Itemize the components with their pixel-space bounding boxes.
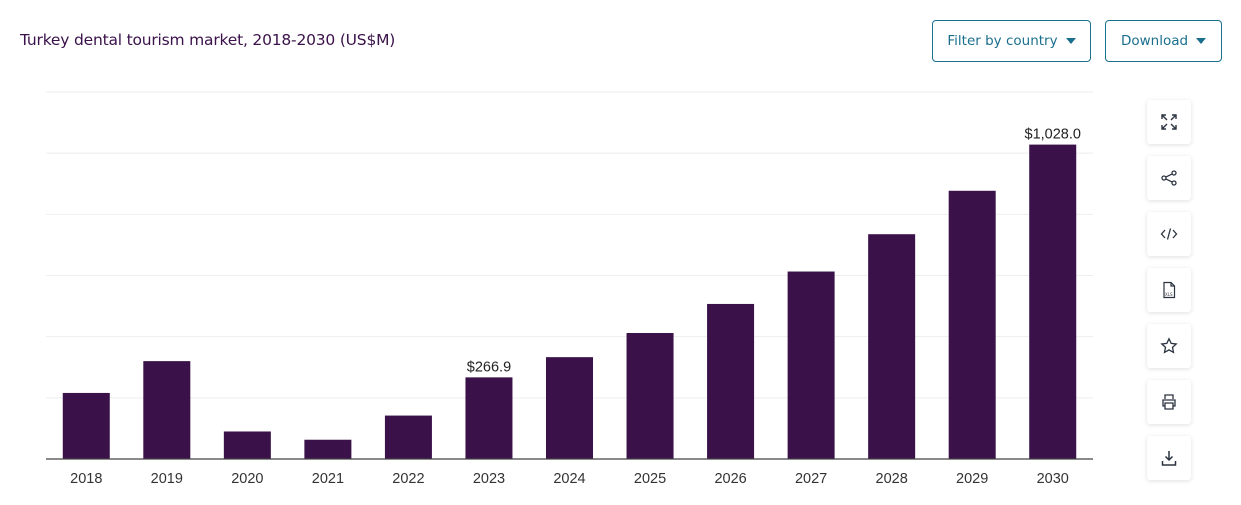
star-icon — [1160, 337, 1178, 354]
expand-button[interactable] — [1147, 100, 1191, 144]
embed-code-icon — [1160, 228, 1178, 240]
x-tick-label: 2023 — [473, 471, 505, 487]
download-dropdown-button[interactable]: Download — [1105, 20, 1222, 62]
x-tick-label: 2022 — [392, 471, 424, 487]
x-tick-label: 2027 — [795, 471, 827, 487]
x-tick-label: 2019 — [151, 471, 183, 487]
x-tick-label: 2028 — [876, 471, 908, 487]
svg-text:XLS: XLS — [1165, 292, 1173, 297]
data-label: $266.9 — [467, 359, 511, 375]
share-button[interactable] — [1147, 156, 1191, 200]
x-tick-label: 2029 — [956, 471, 988, 487]
expand-icon — [1161, 114, 1177, 130]
bar-2025[interactable] — [626, 332, 674, 459]
x-tick-label: 2021 — [312, 471, 344, 487]
filter-button-label: Filter by country — [947, 33, 1058, 49]
bar-2028[interactable] — [868, 234, 916, 459]
bar-2029[interactable] — [948, 190, 996, 459]
xls-file-icon: XLS — [1163, 281, 1176, 299]
print-button[interactable] — [1147, 380, 1191, 424]
filter-by-country-button[interactable]: Filter by country — [932, 20, 1091, 62]
chart-title: Turkey dental tourism market, 2018-2030 … — [20, 31, 396, 49]
x-tick-label: 2025 — [634, 471, 666, 487]
x-tick-label: 2030 — [1037, 471, 1069, 487]
bar-2022[interactable] — [384, 415, 432, 459]
caret-down-icon — [1196, 38, 1207, 44]
caret-down-icon — [1065, 38, 1076, 44]
x-tick-label: 2020 — [231, 471, 263, 487]
share-icon — [1161, 170, 1177, 186]
print-icon — [1162, 394, 1176, 410]
bar-2027[interactable] — [787, 271, 835, 459]
download-button[interactable] — [1147, 436, 1191, 480]
favorite-button[interactable] — [1147, 324, 1191, 368]
data-label: $1,028.0 — [1025, 127, 1081, 143]
xls-export-button[interactable]: XLS — [1147, 268, 1191, 312]
x-tick-label: 2024 — [553, 471, 585, 487]
x-tick-label: 2026 — [714, 471, 746, 487]
bar-2021[interactable] — [304, 439, 352, 459]
bar-2030[interactable] — [1029, 144, 1077, 459]
bar-2018[interactable] — [62, 392, 110, 459]
embed-button[interactable] — [1147, 212, 1191, 256]
download-icon — [1161, 451, 1177, 466]
bar-2023[interactable] — [465, 377, 513, 459]
x-tick-label: 2018 — [70, 471, 102, 487]
download-button-label: Download — [1120, 33, 1189, 49]
bar-2020[interactable] — [223, 431, 271, 459]
bar-2026[interactable] — [707, 303, 755, 459]
bar-2024[interactable] — [546, 357, 593, 459]
bar-2019[interactable] — [143, 361, 191, 459]
